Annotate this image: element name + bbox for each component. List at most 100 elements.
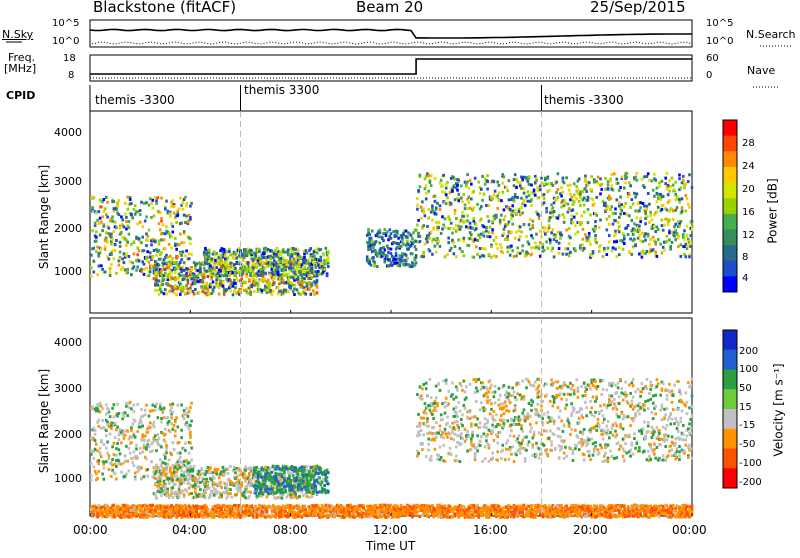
velocity-cell [136,403,139,406]
power-cell [473,207,476,210]
power-cell [466,173,469,176]
power-cell [182,290,185,293]
power-cell [168,266,171,269]
power-cell [395,258,398,261]
power-cell [259,258,262,261]
power-cell [149,270,152,273]
power-cell [577,231,580,234]
velocity-cell [529,415,532,418]
velocity-cell [101,419,104,422]
velocity-cell [110,427,113,430]
power-cell [162,232,165,235]
velocity-cell [306,465,309,468]
power-cell [652,248,655,251]
velocity-cell [236,493,239,496]
velocity-cell [213,477,216,480]
power-cell [163,292,166,295]
velocity-cell [427,448,430,451]
power-cell [95,240,98,243]
power-cell [152,199,155,202]
velocity-cell [471,435,474,438]
velocity-cell [460,384,463,387]
power-cell [292,276,295,279]
power-cell [263,278,266,281]
power-cell [590,188,593,191]
velocity-cell [91,405,94,408]
power-cell [484,183,487,186]
velocity-cell [470,448,473,451]
power-cell [401,240,404,243]
velocity-cell [530,409,533,412]
power-cell [148,229,151,232]
power-cell [167,276,170,279]
power-cell [98,265,101,268]
power-cell [205,270,208,273]
velocity-cell [170,416,173,419]
power-cell [269,289,272,292]
velocity-cell [114,436,117,439]
power-cell [603,247,606,250]
velocity-cell [529,430,532,433]
power-cell [672,184,675,187]
velocity-cell [476,417,479,420]
power-cell [194,282,197,285]
power-cell [677,245,680,248]
velocity-cell [430,455,433,458]
velocity-cell [303,466,306,469]
velocity-cell [203,480,206,483]
velocity-cell [292,467,295,470]
velocity-cell [421,398,424,401]
power-cell [598,250,601,253]
velocity-cell [264,466,267,469]
velocity-cell [532,400,535,403]
power-cell [130,213,133,216]
velocity-cell [511,445,514,448]
power-cell [682,179,685,182]
velocity-cell [162,461,165,464]
power-cell [183,278,186,281]
power-cell [496,207,499,210]
power-cell [123,252,126,255]
power-cell [656,226,659,229]
power-cell [232,271,235,274]
power-cell [384,228,387,231]
power-cell [264,272,267,275]
velocity-cell [180,469,183,472]
power-cell [683,229,686,232]
power-cell [303,253,306,256]
power-cell [592,250,595,253]
velocity-cell [308,491,311,494]
power-cell [527,252,530,255]
power-cell [662,204,665,207]
power-cell [386,231,389,234]
power-cell [205,282,208,285]
power-cell [573,200,576,203]
velocity-cell [120,463,123,466]
power-cell [647,235,650,238]
velocity-cell [96,449,99,452]
velocity-cell [509,401,512,404]
velocity-cell [283,474,286,477]
velocity-cell [441,418,444,421]
velocity-cell [130,436,133,439]
velocity-cell [498,387,501,390]
power-cell [222,281,225,284]
velocity-cell [518,441,521,444]
velocity-cell [465,437,468,440]
velocity-cell [297,479,300,482]
velocity-cell [110,461,113,464]
velocity-cell [550,444,553,447]
nsearch-trace [90,42,692,45]
power-cell [495,255,498,258]
power-cell [277,286,280,289]
power-cell [296,288,299,291]
power-cell [644,222,647,225]
velocity-cell [183,493,186,496]
power-cell [415,256,418,259]
velocity-cell [106,452,109,455]
power-cell [239,267,242,270]
power-cell [495,214,498,217]
power-cell [667,223,670,226]
power-cell [653,173,656,176]
velocity-cell [261,492,264,495]
